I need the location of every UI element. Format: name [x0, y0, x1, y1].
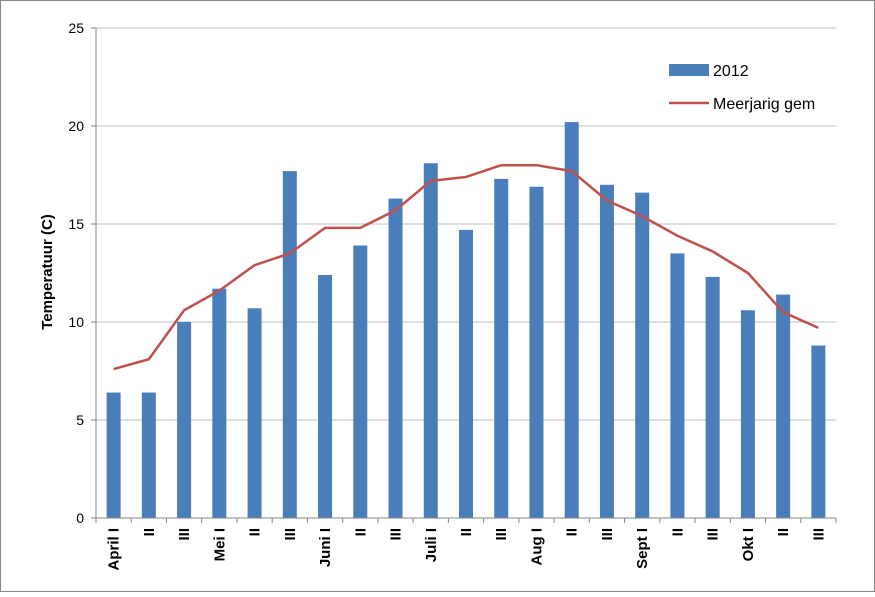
- bar-2012: [388, 198, 403, 518]
- x-tick-label: Juli I: [423, 528, 440, 562]
- x-tick-label: II: [247, 528, 264, 536]
- bar-2012: [212, 288, 227, 518]
- x-tick-label: Sept I: [634, 528, 651, 569]
- bar-2012: [247, 308, 262, 518]
- line-meerjarig-gem: [113, 163, 819, 371]
- legend-label-2012: 2012: [713, 63, 749, 80]
- bar-2012: [353, 245, 368, 518]
- x-tick-label: III: [810, 528, 827, 541]
- bar-2012: [318, 274, 333, 518]
- bar-2012: [599, 184, 614, 519]
- y-tick-label-25: 25: [68, 20, 84, 36]
- bar-2012: [494, 178, 509, 519]
- bar-2012: [740, 310, 755, 518]
- bar-2012: [177, 322, 192, 518]
- bar-2012: [705, 276, 720, 518]
- x-tick-label: II: [669, 528, 686, 536]
- x-tick-label: Mei I: [211, 528, 228, 561]
- legend-swatch-2012: [669, 64, 709, 76]
- x-tick-label: Okt I: [740, 528, 757, 561]
- x-tick-label: II: [141, 528, 158, 536]
- x-tick-label: III: [493, 528, 510, 541]
- y-tick-label-0: 0: [76, 510, 84, 526]
- x-tick-label: III: [176, 528, 193, 541]
- x-tick-label: Aug I: [528, 528, 545, 566]
- y-tick-label-10: 10: [68, 314, 84, 330]
- x-tick-label: III: [705, 528, 722, 541]
- bar-2012: [811, 345, 826, 518]
- legend: 2012 Meerjarig gem: [669, 63, 815, 113]
- x-tick-label: II: [352, 528, 369, 536]
- x-tick-label: II: [458, 528, 475, 536]
- bar-2012: [459, 229, 473, 518]
- line-series-meerjarig: [113, 163, 819, 371]
- x-tick-label: III: [282, 528, 299, 541]
- bar-2012: [776, 294, 791, 518]
- bar-2012: [635, 192, 650, 518]
- x-tick-label: Juni I: [317, 528, 334, 567]
- x-tick-label: II: [775, 528, 792, 536]
- y-tick-label-20: 20: [68, 118, 84, 134]
- bar-2012: [529, 186, 544, 518]
- x-tick-label: III: [599, 528, 616, 541]
- bar-2012: [670, 253, 685, 518]
- bar-2012: [564, 122, 579, 518]
- bar-2012: [141, 392, 156, 518]
- bar-2012: [282, 171, 297, 518]
- bar-2012: [423, 163, 438, 519]
- y-tick-label-5: 5: [76, 412, 84, 428]
- bar-series-2012: [106, 122, 826, 519]
- x-tick-label: III: [388, 528, 405, 541]
- y-tick-label-15: 15: [68, 216, 84, 232]
- legend-label-meerjarig: Meerjarig gem: [713, 96, 815, 113]
- bar-2012: [106, 392, 121, 518]
- x-tick-label: II: [564, 528, 581, 536]
- x-tick-label: April I: [106, 528, 123, 571]
- y-axis-label: Temperatuur (C): [39, 214, 56, 330]
